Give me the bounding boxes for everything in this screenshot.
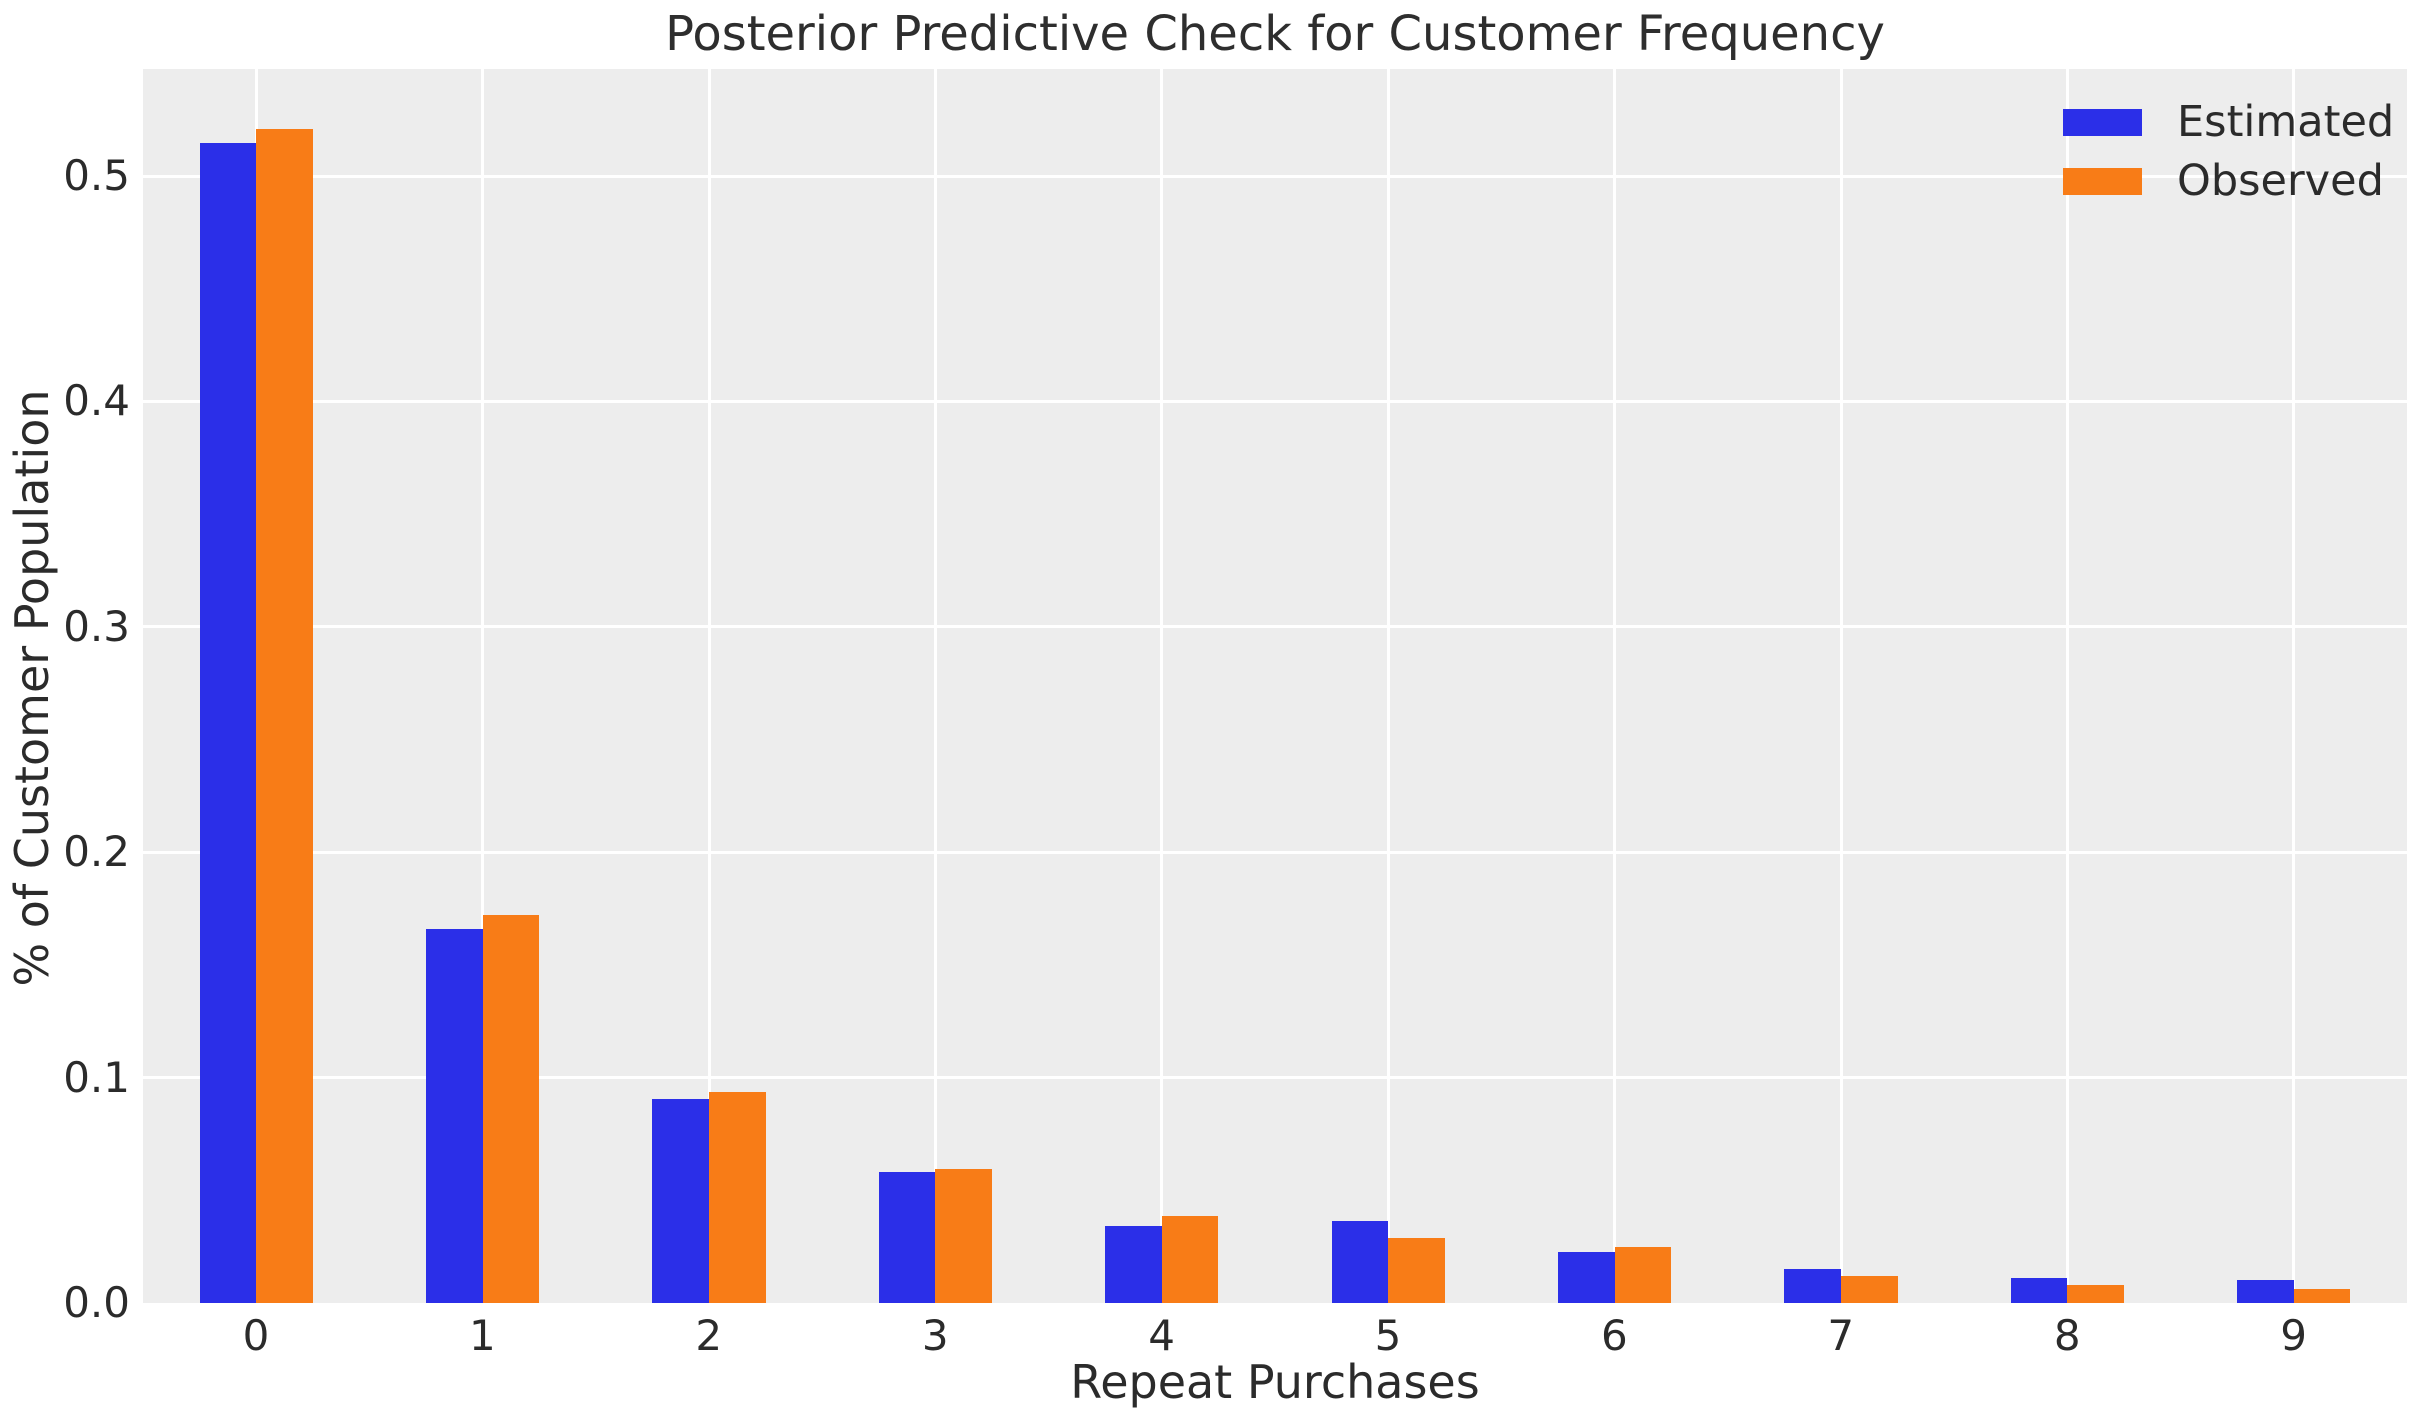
- x-tick-label-2: 2: [695, 1311, 723, 1360]
- x-tick-label-5: 5: [1374, 1311, 1402, 1360]
- gridline-h-0.1: [143, 1076, 2407, 1080]
- legend-label-estimated: Estimated: [2177, 97, 2395, 147]
- bar-observed-5: [1388, 1237, 1445, 1303]
- bar-observed-7: [1841, 1275, 1898, 1303]
- bar-estimated-0: [199, 143, 257, 1303]
- bar-estimated-3: [878, 1172, 936, 1303]
- bar-observed-6: [1614, 1247, 1672, 1303]
- gridline-v-6: [1613, 69, 1617, 1303]
- plot-area: [143, 69, 2407, 1303]
- gridline-h-0.3: [143, 625, 2407, 629]
- gridline-h-0.2: [143, 850, 2407, 854]
- x-tick-label-8: 8: [2053, 1311, 2081, 1360]
- bar-observed-1: [482, 915, 540, 1303]
- x-tick-label-9: 9: [2280, 1311, 2307, 1360]
- x-axis-label: Repeat Purchases: [1070, 1355, 1480, 1409]
- y-axis-label: % of Customer Population: [5, 389, 59, 987]
- bar-estimated-6: [1558, 1252, 1615, 1303]
- bar-observed-9: [2293, 1289, 2351, 1303]
- gridline-v-9: [2292, 69, 2296, 1303]
- bar-estimated-5: [1331, 1220, 1389, 1303]
- gridline-h-0.4: [143, 399, 2407, 403]
- bar-observed-8: [2067, 1284, 2124, 1303]
- gridline-v-1: [481, 69, 485, 1303]
- x-tick-label-6: 6: [1601, 1311, 1628, 1360]
- x-tick-label-1: 1: [469, 1311, 496, 1360]
- bar-observed-4: [1161, 1216, 1219, 1303]
- bar-estimated-4: [1105, 1226, 1162, 1303]
- bar-estimated-2: [652, 1099, 709, 1303]
- legend-swatch-observed: [2063, 167, 2142, 195]
- bar-observed-3: [935, 1168, 992, 1303]
- gridline-v-7: [1839, 69, 1843, 1303]
- gridline-v-5: [1386, 69, 1390, 1303]
- y-tick-label-0.0: 0.0: [63, 1278, 130, 1327]
- gridline-v-8: [2065, 69, 2069, 1303]
- x-tick-label-0: 0: [242, 1311, 270, 1360]
- y-tick-label-0.2: 0.2: [63, 827, 130, 877]
- y-tick-label-0.4: 0.4: [63, 376, 130, 426]
- legend-row-observed: Observed: [2063, 159, 2394, 203]
- bar-observed-0: [256, 128, 313, 1303]
- gridline-h-0.5: [143, 174, 2407, 178]
- legend-swatch-estimated: [2063, 108, 2142, 136]
- gridline-v-3: [933, 69, 937, 1303]
- x-tick-label-7: 7: [1827, 1311, 1855, 1360]
- legend-row-estimated: Estimated: [2063, 100, 2394, 144]
- x-tick-label-4: 4: [1148, 1311, 1175, 1360]
- bar-observed-2: [709, 1092, 766, 1303]
- gridline-v-4: [1160, 69, 1164, 1303]
- chart-title: Posterior Predictive Check for Customer …: [665, 6, 1885, 62]
- legend-label-observed: Observed: [2177, 156, 2384, 206]
- y-tick-label-0.5: 0.5: [63, 151, 130, 201]
- x-tick-label-3: 3: [921, 1311, 949, 1360]
- legend: Estimated Observed: [2063, 100, 2394, 218]
- bar-estimated-7: [1784, 1268, 1841, 1303]
- bar-estimated-9: [2237, 1280, 2294, 1303]
- gridline-v-2: [707, 69, 711, 1303]
- bar-estimated-1: [426, 928, 483, 1303]
- y-tick-label-0.3: 0.3: [63, 601, 130, 651]
- y-tick-label-0.1: 0.1: [63, 1052, 130, 1102]
- bar-estimated-8: [2010, 1278, 2068, 1303]
